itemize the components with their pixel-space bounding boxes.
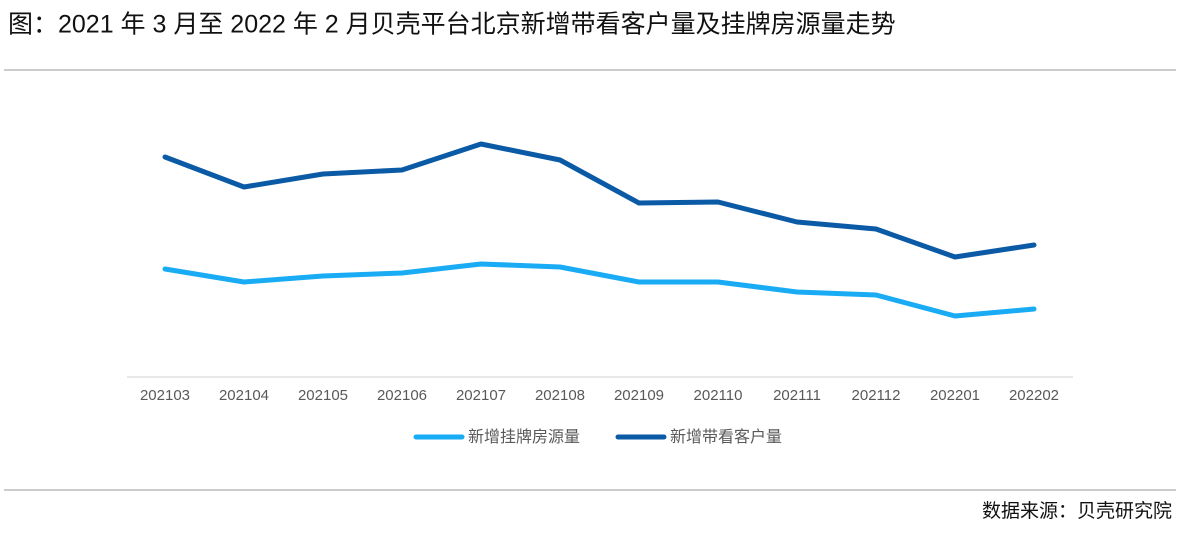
legend-label: 新增带看客户量 [670, 428, 782, 446]
x-tick-label: 202109 [614, 387, 664, 404]
x-tick-label: 202103 [140, 387, 190, 404]
x-tick-label: 202202 [1009, 387, 1059, 404]
legend-label: 新增挂牌房源量 [468, 428, 580, 446]
x-tick-label: 202108 [535, 387, 585, 404]
x-tick-label: 202105 [298, 387, 348, 404]
x-tick-label: 202201 [930, 387, 980, 404]
chart-title: 图：2021 年 3 月至 2022 年 2 月贝壳平台北京新增带看客户量及挂牌… [8, 11, 896, 39]
x-tick-label: 202107 [456, 387, 506, 404]
x-tick-label: 202106 [377, 387, 427, 404]
line-series [162, 261, 1037, 319]
source: 数据来源：贝壳研究院 [982, 500, 1172, 522]
x-tick-label: 202110 [694, 387, 743, 404]
x-tick-label: 202111 [773, 387, 821, 404]
line-series [162, 141, 1037, 260]
x-tick-label: 202104 [219, 387, 269, 404]
x-tick-label: 202112 [852, 387, 901, 404]
